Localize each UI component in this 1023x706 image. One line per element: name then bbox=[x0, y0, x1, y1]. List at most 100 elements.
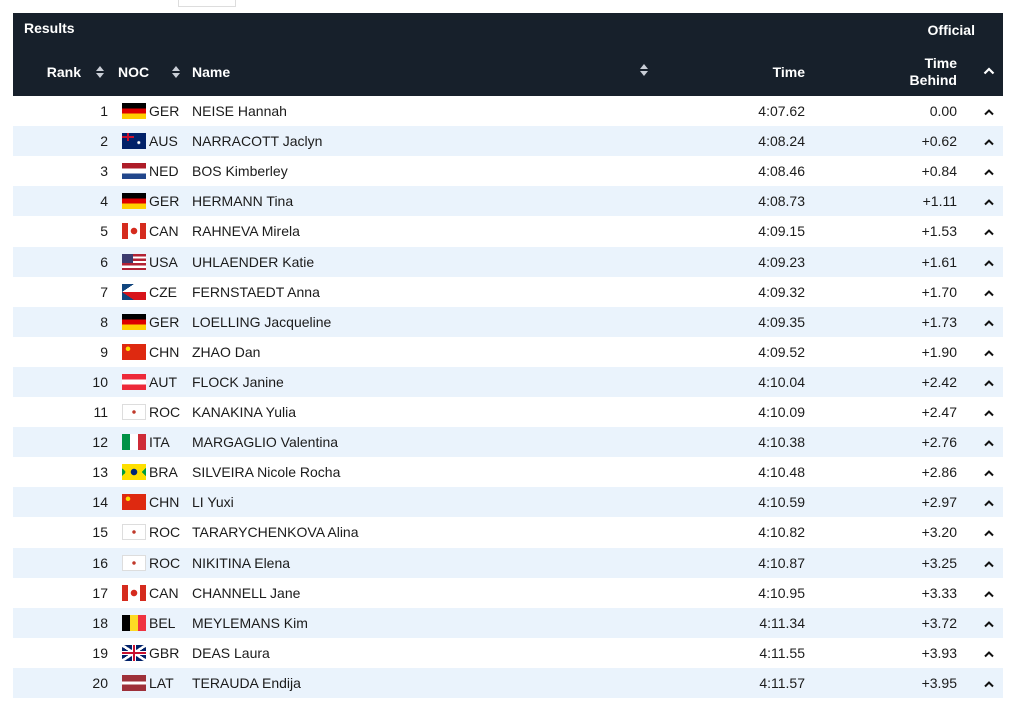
time: 4:08.73 bbox=[758, 193, 805, 210]
expand-icon[interactable] bbox=[983, 680, 995, 688]
expand-icon[interactable] bbox=[983, 319, 995, 327]
athlete-name: NEISE Hannah bbox=[192, 103, 287, 119]
expand-icon[interactable] bbox=[983, 138, 995, 146]
time: 4:09.35 bbox=[758, 313, 805, 330]
athlete-name: MEYLEMANS Kim bbox=[192, 614, 308, 631]
flag bbox=[122, 524, 146, 541]
result-row[interactable]: 13 BRA SILVEIRA Nicole Rocha 4:10.48 +2.86 bbox=[13, 457, 1003, 487]
noc: GER bbox=[149, 193, 180, 210]
rank: 2 bbox=[100, 133, 108, 150]
athlete-name: DEAS Laura bbox=[192, 644, 270, 661]
col-noc[interactable]: NOC bbox=[118, 64, 150, 80]
flag bbox=[122, 554, 146, 571]
time-behind: +1.11 bbox=[922, 193, 957, 210]
result-row[interactable]: 17 CAN CHANNELL Jane 4:10.95 +3.33 bbox=[13, 578, 1003, 608]
athlete-name: UHLAENDER Katie bbox=[192, 253, 315, 270]
time: 4:09.52 bbox=[758, 343, 805, 360]
time: 4:11.55 bbox=[759, 644, 805, 661]
result-row[interactable]: 8 GER LOELLING Jacqueline 4:09.35 +1.73 bbox=[13, 306, 1003, 337]
expand-icon[interactable] bbox=[983, 620, 995, 628]
expand-icon[interactable] bbox=[983, 590, 995, 598]
result-row[interactable]: 10 AUT FLOCK Janine 4:10.04 +2.42 bbox=[13, 366, 1003, 397]
flag bbox=[122, 343, 146, 360]
expand-icon[interactable] bbox=[983, 228, 995, 236]
collapse-icon[interactable] bbox=[983, 67, 995, 75]
flag bbox=[122, 464, 146, 481]
result-row[interactable]: 15 ROC TARARYCHENKOVA Alina 4:10.82 +3.20 bbox=[13, 517, 1003, 547]
expand-icon[interactable] bbox=[983, 168, 995, 176]
athlete-name: ZHAO Dan bbox=[192, 343, 261, 360]
sort-icon[interactable] bbox=[95, 65, 105, 79]
expand-icon[interactable] bbox=[983, 560, 995, 568]
expand-icon[interactable] bbox=[983, 349, 995, 357]
athlete-name: FLOCK Janine bbox=[192, 373, 284, 390]
expand-icon[interactable] bbox=[983, 469, 995, 477]
expand-icon[interactable] bbox=[983, 259, 995, 267]
athlete-name: MARGAGLIO Valentina bbox=[192, 434, 339, 451]
athlete-name: NARRACOTT Jaclyn bbox=[192, 133, 323, 150]
time: 4:10.87 bbox=[758, 554, 805, 571]
result-row[interactable]: 16 ROC NIKITINA Elena 4:10.87 +3.25 bbox=[13, 547, 1003, 578]
rank: 12 bbox=[92, 434, 108, 451]
result-row[interactable]: 18 BEL MEYLEMANS Kim 4:11.34 +3.72 bbox=[13, 607, 1003, 638]
result-row[interactable]: 6 USA UHLAENDER Katie 4:09.23 +1.61 bbox=[13, 246, 1003, 277]
time: 4:10.95 bbox=[758, 584, 805, 601]
noc: CZE bbox=[149, 283, 177, 300]
sort-icon[interactable] bbox=[639, 63, 649, 77]
expand-icon[interactable] bbox=[983, 439, 995, 447]
athlete-name: CHANNELL Jane bbox=[192, 584, 301, 601]
rank: 1 bbox=[100, 103, 108, 119]
expand-icon[interactable] bbox=[983, 409, 995, 417]
athlete-name: TERAUDA Endija bbox=[192, 674, 301, 691]
time-behind: +1.70 bbox=[921, 283, 957, 300]
flag bbox=[122, 193, 146, 210]
flag bbox=[122, 103, 146, 119]
time-behind: +1.73 bbox=[921, 313, 957, 330]
result-row[interactable]: 5 CAN RAHNEVA Mirela 4:09.15 +1.53 bbox=[13, 216, 1003, 246]
rank: 18 bbox=[92, 614, 108, 631]
expand-icon[interactable] bbox=[983, 529, 995, 537]
expand-icon[interactable] bbox=[983, 198, 995, 206]
time: 4:11.34 bbox=[759, 614, 805, 631]
result-row[interactable]: 11 ROC KANAKINA Yulia 4:10.09 +2.47 bbox=[13, 397, 1003, 427]
athlete-name: BOS Kimberley bbox=[192, 163, 288, 180]
result-row[interactable]: 4 GER HERMANN Tina 4:08.73 +1.11 bbox=[13, 186, 1003, 217]
noc: USA bbox=[149, 253, 178, 270]
result-row[interactable]: 7 CZE FERNSTAEDT Anna 4:09.32 +1.70 bbox=[13, 277, 1003, 307]
result-row[interactable]: 9 CHN ZHAO Dan 4:09.52 +1.90 bbox=[13, 337, 1003, 367]
result-row[interactable]: 19 GBR DEAS Laura 4:11.55 +3.93 bbox=[13, 638, 1003, 668]
sort-icon[interactable] bbox=[171, 65, 181, 79]
time-behind: +3.25 bbox=[921, 554, 957, 571]
expand-icon[interactable] bbox=[983, 650, 995, 658]
noc: NED bbox=[149, 163, 179, 180]
flag bbox=[122, 253, 146, 270]
result-row[interactable]: 14 CHN LI Yuxi 4:10.59 +2.97 bbox=[13, 487, 1003, 518]
col-time: Time bbox=[772, 64, 805, 80]
noc: CHN bbox=[149, 343, 180, 360]
athlete-name: KANAKINA Yulia bbox=[192, 404, 297, 420]
result-row[interactable]: 20 LAT TERAUDA Endija 4:11.57 +3.95 bbox=[13, 667, 1003, 698]
result-row[interactable]: 1 GER NEISE Hannah 4:07.62 0.00 bbox=[13, 96, 1003, 126]
athlete-name: SILVEIRA Nicole Rocha bbox=[192, 464, 341, 481]
expand-icon[interactable] bbox=[983, 108, 995, 116]
flag bbox=[122, 313, 146, 330]
time: 4:10.04 bbox=[758, 373, 805, 390]
expand-icon[interactable] bbox=[983, 499, 995, 507]
expand-icon[interactable] bbox=[983, 379, 995, 387]
noc: CHN bbox=[149, 494, 180, 511]
time: 4:09.32 bbox=[758, 283, 805, 300]
flag bbox=[122, 163, 146, 180]
rank: 11 bbox=[93, 404, 108, 420]
result-row[interactable]: 3 NED BOS Kimberley 4:08.46 +0.84 bbox=[13, 156, 1003, 186]
noc: CAN bbox=[149, 584, 179, 601]
result-row[interactable]: 2 AUS NARRACOTT Jaclyn 4:08.24 +0.62 bbox=[13, 126, 1003, 157]
tab[interactable] bbox=[178, 0, 236, 7]
result-row[interactable]: 12 ITA MARGAGLIO Valentina 4:10.38 +2.76 bbox=[13, 427, 1003, 458]
rank: 15 bbox=[92, 524, 108, 541]
time-behind: +3.72 bbox=[921, 614, 957, 631]
col-rank[interactable]: Rank bbox=[46, 64, 81, 80]
expand-icon[interactable] bbox=[983, 289, 995, 297]
time: 4:10.59 bbox=[758, 494, 805, 511]
col-name[interactable]: Name bbox=[192, 64, 231, 80]
flag bbox=[122, 644, 146, 661]
